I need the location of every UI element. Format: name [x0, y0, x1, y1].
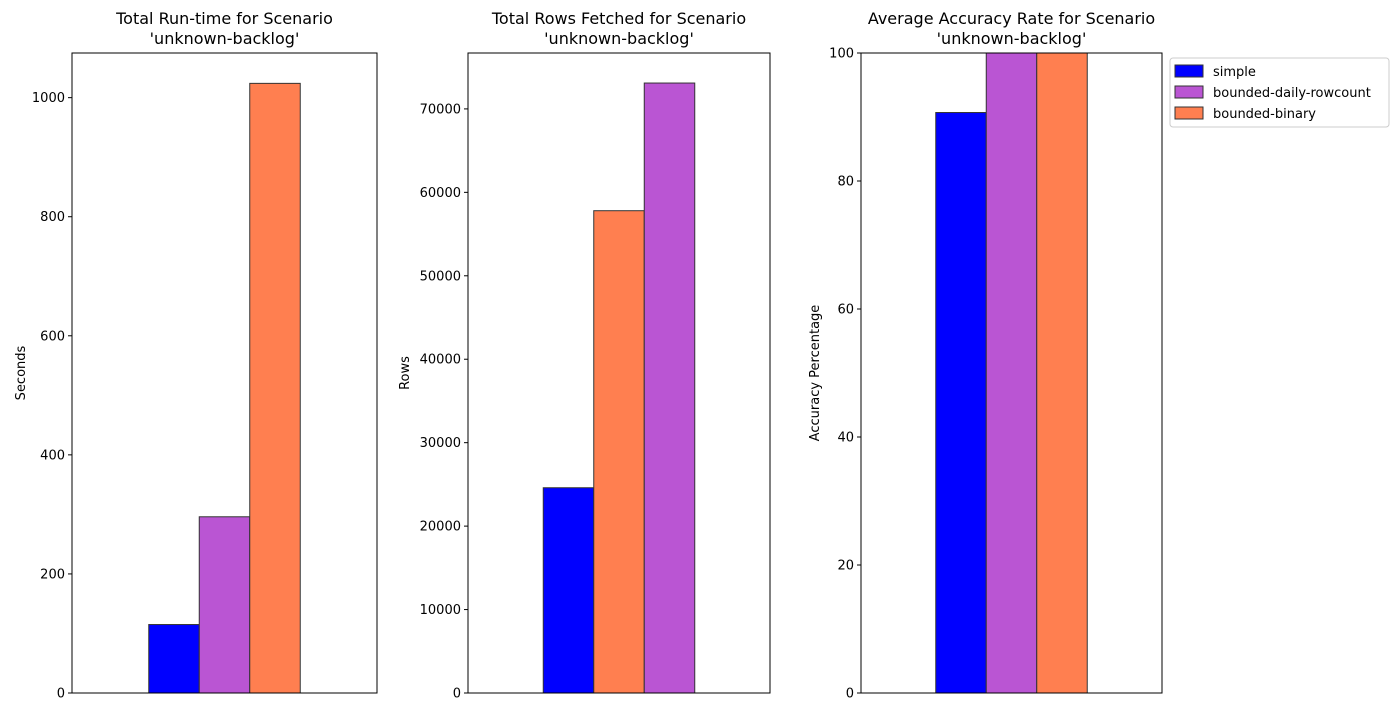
chart-3: 0 20 40 60 80 100 Accuracy Percentage Average A… [808, 9, 1163, 702]
chart-title-line: Total Run-time for Scenario [115, 9, 333, 28]
y-tick-label: 60000 [420, 186, 461, 201]
y-tick-label: 100 [829, 47, 854, 62]
bar-simple [542, 487, 595, 694]
bar-bounded-daily-rowcount [985, 52, 1038, 694]
y-tick-label: 30000 [420, 436, 461, 451]
axes-frame [71, 52, 378, 694]
y-tick-label: 80 [837, 175, 854, 190]
bar-bounded-binary [593, 210, 645, 694]
y-tick-label: 40000 [420, 353, 461, 368]
bar-bounded-binary [249, 82, 301, 694]
y-tick-label: 200 [40, 567, 65, 582]
legend: simple bounded-daily-rowcount bounded-bina… [1169, 57, 1390, 128]
legend-label-simple: simple [1213, 65, 1256, 80]
y-tick-label: 60 [837, 303, 854, 318]
legend-swatch-bounded-binary [1174, 106, 1204, 120]
bar-bounded-binary [1036, 52, 1088, 694]
legend-swatch-bounded-daily-rowcount [1174, 85, 1204, 99]
y-axis-label: Accuracy Percentage [808, 305, 823, 442]
y-tick-label: 400 [40, 448, 65, 463]
chart-title-line: 'unknown-backlog' [937, 29, 1087, 48]
bar-simple [935, 112, 987, 694]
y-axis-label: Seconds [14, 345, 29, 400]
chart-title-line: 'unknown-backlog' [150, 29, 300, 48]
y-tick-label: 20000 [420, 520, 461, 535]
bar-bounded-daily-rowcount [643, 82, 696, 694]
chart-2: 0 10000 20000 30000 40000 50000 60000 70000 Rows… [398, 9, 771, 702]
legend-label-bounded-daily-rowcount: bounded-daily-rowcount [1213, 86, 1371, 101]
y-tick-label: 50000 [420, 269, 461, 284]
legend-label-bounded-binary: bounded-binary [1213, 107, 1316, 122]
y-tick-label: 0 [57, 687, 65, 702]
chart-title-line: Total Rows Fetched for Scenario [491, 9, 746, 28]
chart-title-line: Average Accuracy Rate for Scenario [868, 9, 1155, 28]
y-tick-label: 1000 [32, 91, 65, 106]
y-tick-label: 40 [837, 431, 854, 446]
y-tick-label: 0 [846, 687, 854, 702]
bar-simple [148, 624, 200, 694]
y-tick-label: 10000 [420, 603, 461, 618]
legend-frame [1169, 57, 1390, 128]
chart-title-line: 'unknown-backlog' [544, 29, 694, 48]
y-tick-label: 600 [40, 329, 65, 344]
axes-frame [860, 52, 1163, 694]
legend-swatch-simple [1174, 64, 1204, 78]
bar-bounded-daily-rowcount [198, 516, 251, 694]
y-tick-label: 20 [837, 559, 854, 574]
y-axis-label: Rows [398, 356, 413, 390]
y-tick-label: 0 [453, 687, 461, 702]
y-tick-label: 800 [40, 210, 65, 225]
y-tick-label: 70000 [420, 102, 461, 117]
axes-frame [467, 52, 771, 694]
chart-1: 0 200 400 600 800 1000 Seconds Total Run-time f… [14, 9, 378, 702]
